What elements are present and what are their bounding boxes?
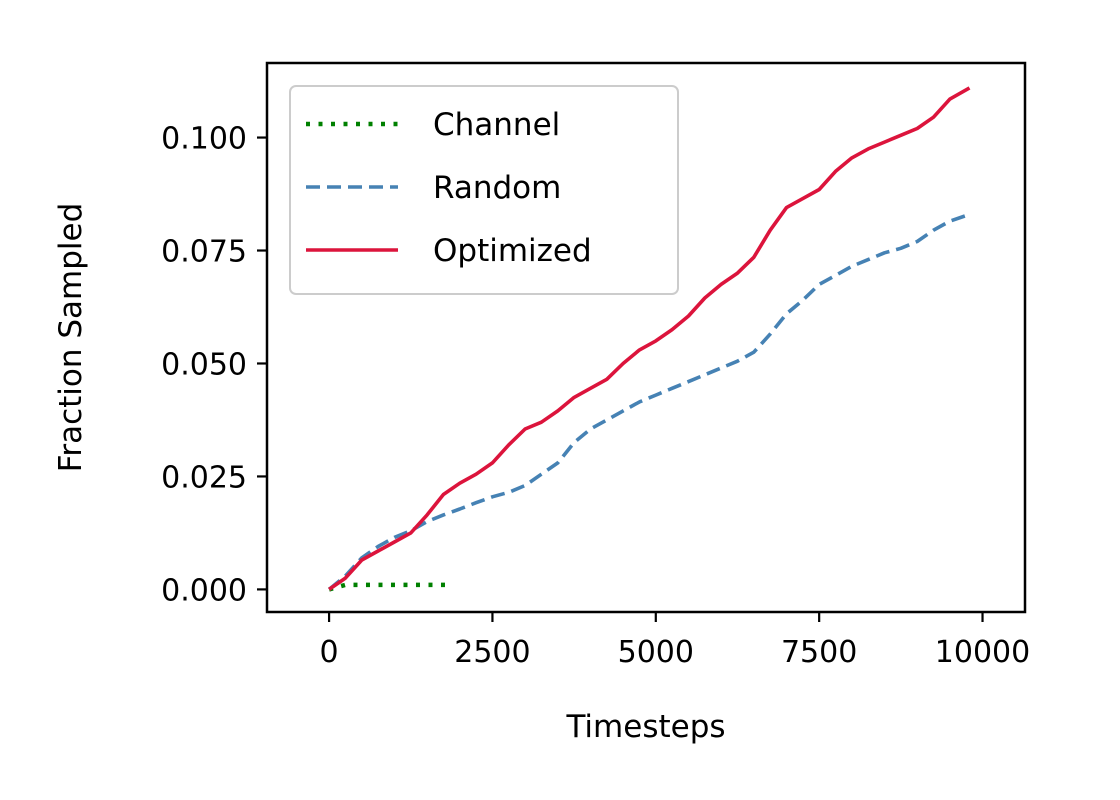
legend-label-channel: Channel [433,107,560,143]
y-tick-label: 0.100 [161,122,247,157]
y-tick-label: 0.025 [161,460,247,495]
axes-frame [265,61,1027,614]
y-axis-label: Fraction Sampled [53,203,89,473]
y-axis-ticks: 0.000 0.025 0.050 0.075 0.100 [161,122,267,608]
legend-label-optimized: Optimized [433,233,592,269]
x-tick-label: 0 [320,635,339,670]
x-axis-ticks: 0 2500 5000 7500 10000 [320,612,1030,670]
y-tick-label: 0.075 [161,235,247,270]
x-tick-label: 10000 [935,635,1030,670]
legend-label-random: Random [433,170,561,206]
legend-items: Channel Random Optimized [306,107,592,269]
x-tick-label: 7500 [781,635,857,670]
series-line-random [327,212,971,591]
series-line-channel [328,582,454,592]
legend-box [289,85,679,295]
legend: Channel Random Optimized [289,85,679,295]
series-line-optimized [328,86,971,591]
series-layer [327,86,971,592]
x-axis-label: Timesteps [565,709,725,745]
y-tick-label: 0.050 [161,347,247,382]
x-tick-label: 2500 [454,635,530,670]
x-tick-label: 5000 [618,635,694,670]
y-tick-label: 0.000 [161,573,247,608]
